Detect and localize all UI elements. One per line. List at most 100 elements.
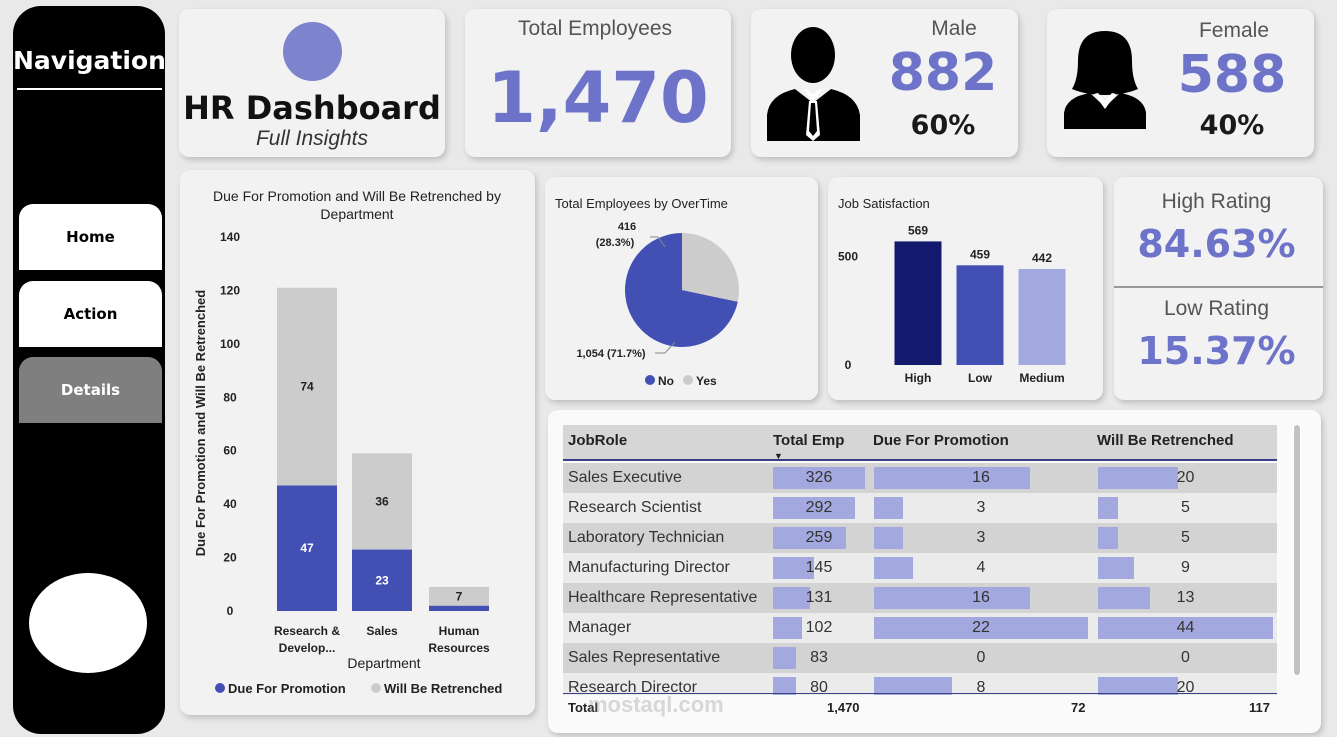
rating-card: High Rating 84.63% Low Rating 15.37% [1114,177,1323,400]
cell-due-for-promotion: 3 [976,529,986,546]
y-tick-label: 500 [838,249,858,263]
cell-total-emp: 131 [805,589,833,606]
table-row[interactable]: Healthcare Representative 131 16 13 [563,583,1277,613]
legend-swatch-retrenched [371,683,381,693]
overtime-chart: Total Employees by OverTime 416 (28.3%) 1,0… [555,196,739,388]
cell-will-be-retrenched: 9 [1181,559,1190,576]
cell-total-emp: 326 [805,469,833,486]
cell-jobrole: Sales Representative [568,649,721,666]
total-promo-sum: 72 [1071,699,1086,715]
table-row[interactable]: Sales Executive 326 16 20 [563,463,1277,493]
leader-line [650,236,666,248]
cell-total-emp: 80 [810,679,828,695]
legend-label-retrenched: Will Be Retrenched [384,681,502,696]
cell-will-be-retrenched-bar [1098,557,1134,579]
chart-title-line2: Department [320,206,393,222]
data-label: 7 [456,589,463,603]
header-jobrole[interactable]: JobRole [568,431,628,449]
department-chart: Due For Promotion and Will Be Retrenched… [193,188,502,696]
cell-total-emp-bar [773,557,814,579]
table-row[interactable]: Research Director 80 8 20 [563,673,1277,695]
male-label: Male [931,17,977,40]
bar [894,241,942,365]
table-row[interactable]: Manager 102 22 44 [563,613,1277,643]
female-person-icon [1064,31,1146,129]
cell-will-be-retrenched: 20 [1176,469,1195,486]
male-percent: 60% [910,110,976,141]
low-rating-label: Low Rating [1163,297,1270,320]
table-row[interactable]: Research Scientist 292 3 5 [563,493,1277,523]
cell-total-emp-bar [773,647,797,669]
cell-total-emp: 259 [805,529,833,546]
department-chart-card: Due For Promotion and Will Be Retrenched… [180,170,535,715]
chart-title: Total Employees by OverTime [555,196,728,211]
table-row[interactable]: Manufacturing Director 145 4 9 [563,553,1277,583]
cell-due-for-promotion: 16 [972,589,990,606]
cell-due-for-promotion-bar [874,467,1030,489]
data-label: 47 [300,541,314,555]
slice-label: (28.3%) [596,237,635,249]
cell-due-for-promotion-bar [874,587,1030,609]
female-card: Female 588 40% [1047,9,1314,157]
overtime-chart-card: Total Employees by OverTime 416 (28.3%) 1,0… [545,177,818,400]
x-tick-label: Low [968,371,993,385]
total-label: Total [568,699,599,715]
action-button[interactable]: Action [19,281,162,347]
sort-desc-icon[interactable]: ▼ [774,451,783,461]
page-title: HR Dashboard [183,89,441,127]
total-employees-label: Total Employees [517,17,673,40]
cell-due-for-promotion: 3 [976,499,986,516]
header-total-emp[interactable]: Total Emp [773,431,845,449]
cell-due-for-promotion: 8 [976,679,986,695]
cell-due-for-promotion-bar [874,497,904,519]
y-axis-label: Due For Promotion and Will Be Retrenched [193,290,208,556]
rating-divider [1114,286,1323,288]
table-total-row: Total 1,470 72 117 [563,693,1277,721]
navigation-panel: Navigation Home Action Details [13,6,166,734]
cell-jobrole: Manufacturing Director [568,559,730,576]
home-button[interactable]: Home [19,204,162,270]
page-subtitle: Full Insights [255,127,369,150]
y-tick-label: 140 [220,230,240,244]
cell-total-emp: 83 [810,649,828,666]
cell-jobrole: Manager [568,619,632,636]
cell-will-be-retrenched-bar [1098,617,1273,639]
x-tick-label: Medium [1019,371,1064,385]
y-tick-label: 0 [845,358,852,372]
low-rating-value: 15.37% [1137,329,1296,373]
table-row[interactable]: Laboratory Technician 259 3 5 [563,523,1277,553]
cell-jobrole: Laboratory Technician [568,529,725,546]
header-will-be-retrenched[interactable]: Will Be Retrenched [1097,431,1234,449]
cell-will-be-retrenched-bar [1098,677,1178,695]
bar [956,265,1004,365]
cell-will-be-retrenched-bar [1098,467,1178,489]
y-tick-label: 60 [223,444,237,458]
y-tick-label: 20 [223,551,237,565]
cell-due-for-promotion: 4 [976,559,986,576]
cell-total-emp-bar [773,587,810,609]
leader-line [655,341,676,354]
slice-label: 416 [618,221,636,233]
header-due-for-promotion[interactable]: Due For Promotion [873,431,1009,449]
cell-due-for-promotion: 22 [972,619,990,636]
cell-will-be-retrenched: 5 [1181,499,1190,516]
cell-total-emp-bar [773,467,865,489]
data-label: 23 [375,573,389,587]
table-header: JobRole Total Emp ▼ Due For Promotion Wi… [563,425,1277,461]
total-emp-sum: 1,470 [827,699,860,715]
table-scrollbar-track[interactable] [1293,425,1301,675]
cell-due-for-promotion-bar [874,527,904,549]
y-tick-label: 120 [220,283,240,297]
table-row[interactable]: Sales Representative 83 0 0 [563,643,1277,673]
logo-circle-icon [283,22,342,81]
data-label: 74 [300,380,314,394]
y-tick-label: 80 [223,390,237,404]
bar-segment [352,453,412,550]
table-scrollbar-thumb[interactable] [1294,425,1300,675]
cell-jobrole: Research Scientist [568,499,702,516]
total-employees-card: Total Employees 1,470 [465,9,731,157]
data-label: 442 [1032,251,1052,265]
details-button[interactable]: Details [19,357,162,423]
cell-total-emp: 102 [805,619,833,636]
cell-total-emp-bar [773,527,847,549]
